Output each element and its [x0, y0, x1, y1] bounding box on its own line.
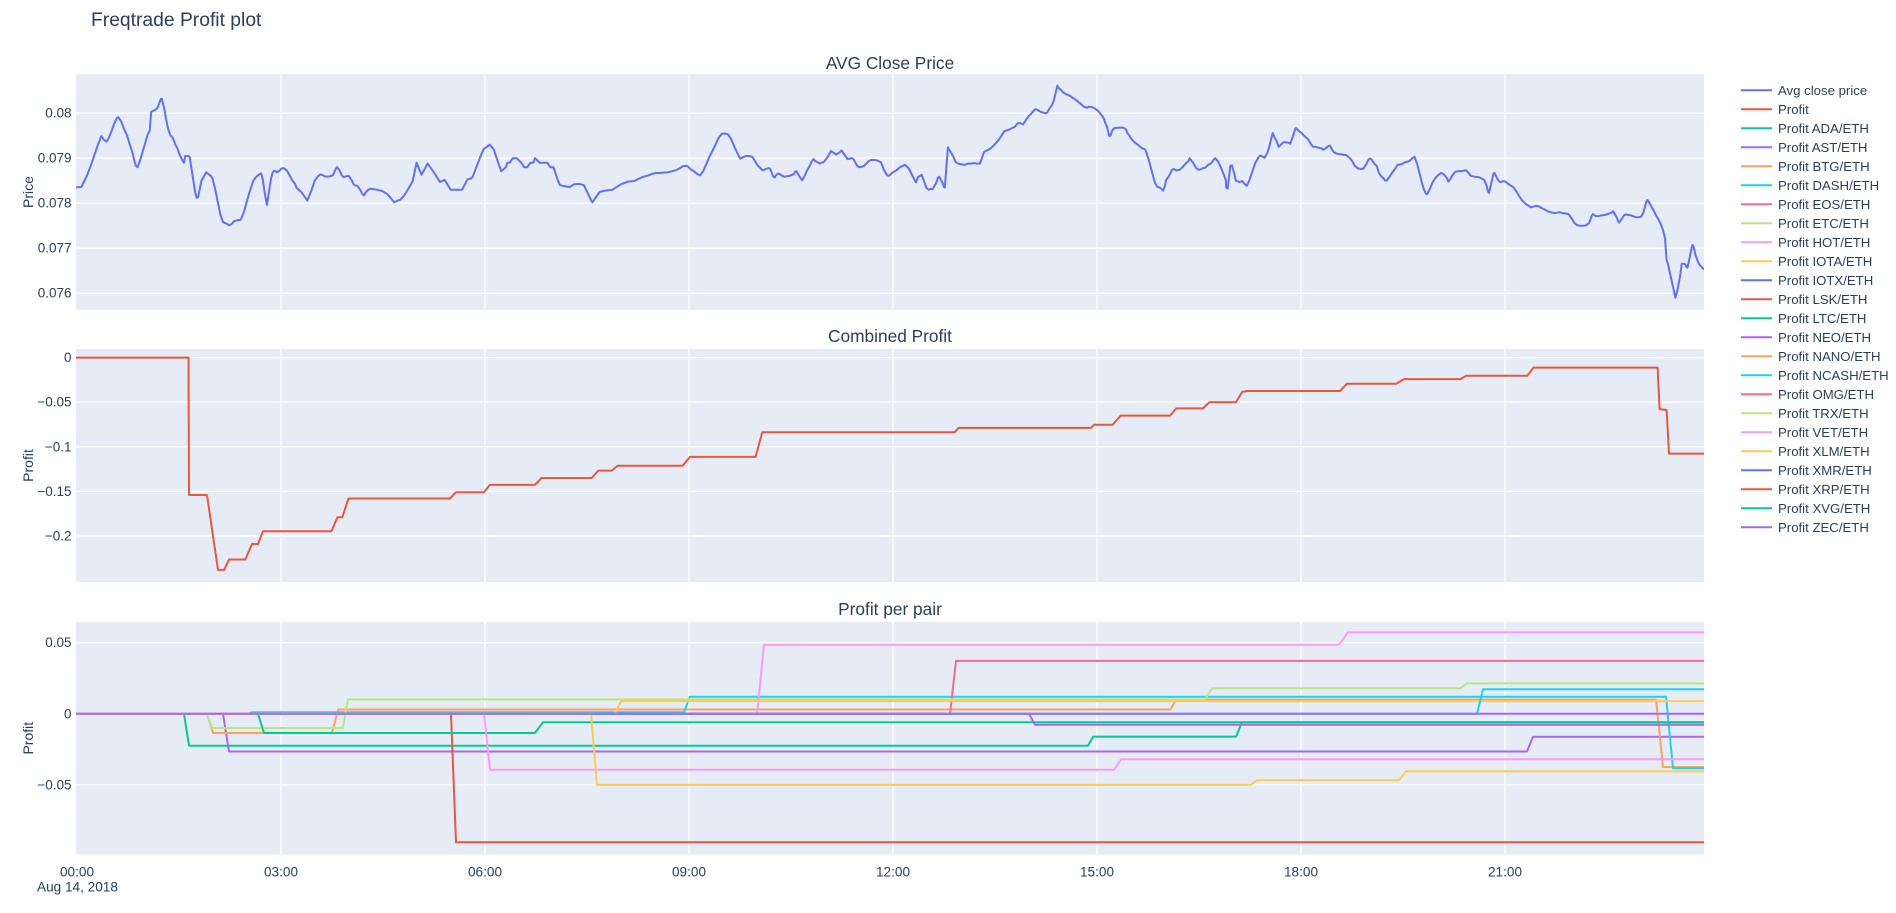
svg-text:09:00: 09:00 [672, 865, 706, 880]
svg-text:Avg close price: Avg close price [1778, 83, 1867, 98]
svg-text:Profit DASH/ETH: Profit DASH/ETH [1778, 178, 1879, 193]
svg-text:Aug 14, 2018: Aug 14, 2018 [37, 880, 118, 895]
svg-text:Profit NEO/ETH: Profit NEO/ETH [1778, 330, 1871, 345]
svg-text:18:00: 18:00 [1284, 865, 1318, 880]
svg-text:00:00: 00:00 [60, 865, 94, 880]
svg-text:Profit HOT/ETH: Profit HOT/ETH [1778, 235, 1870, 250]
svg-text:−0.05: −0.05 [37, 395, 71, 410]
svg-text:12:00: 12:00 [876, 865, 910, 880]
svg-text:Profit XVG/ETH: Profit XVG/ETH [1778, 501, 1870, 516]
svg-text:Profit ETC/ETH: Profit ETC/ETH [1778, 216, 1869, 231]
svg-text:Profit EOS/ETH: Profit EOS/ETH [1778, 197, 1870, 212]
svg-text:0.05: 0.05 [45, 635, 71, 650]
svg-text:−0.05: −0.05 [37, 777, 71, 792]
svg-text:21:00: 21:00 [1488, 865, 1522, 880]
svg-text:Profit BTG/ETH: Profit BTG/ETH [1778, 159, 1870, 174]
svg-text:Profit TRX/ETH: Profit TRX/ETH [1778, 406, 1869, 421]
svg-text:0.077: 0.077 [38, 241, 72, 256]
svg-text:Freqtrade Profit plot: Freqtrade Profit plot [91, 10, 262, 31]
svg-text:Profit per pair: Profit per pair [838, 599, 942, 619]
svg-text:15:00: 15:00 [1080, 865, 1114, 880]
svg-text:03:00: 03:00 [264, 865, 298, 880]
svg-text:Profit VET/ETH: Profit VET/ETH [1778, 425, 1868, 440]
svg-text:Profit IOTX/ETH: Profit IOTX/ETH [1778, 273, 1873, 288]
svg-text:0: 0 [64, 350, 72, 365]
svg-text:Profit NCASH/ETH: Profit NCASH/ETH [1778, 368, 1889, 383]
svg-text:Profit LSK/ETH: Profit LSK/ETH [1778, 292, 1867, 307]
svg-text:Profit IOTA/ETH: Profit IOTA/ETH [1778, 254, 1872, 269]
svg-text:Profit NANO/ETH: Profit NANO/ETH [1778, 349, 1881, 364]
svg-text:−0.1: −0.1 [45, 439, 72, 454]
svg-text:0.079: 0.079 [38, 151, 72, 166]
svg-text:Profit: Profit [20, 722, 36, 755]
svg-text:Profit XRP/ETH: Profit XRP/ETH [1778, 482, 1870, 497]
svg-text:Profit ZEC/ETH: Profit ZEC/ETH [1778, 520, 1869, 535]
svg-text:Profit: Profit [1778, 102, 1809, 117]
svg-text:AVG Close Price: AVG Close Price [826, 53, 954, 73]
svg-text:Price: Price [20, 176, 36, 208]
svg-text:Profit AST/ETH: Profit AST/ETH [1778, 140, 1867, 155]
svg-text:Profit XLM/ETH: Profit XLM/ETH [1778, 444, 1870, 459]
svg-text:Profit LTC/ETH: Profit LTC/ETH [1778, 311, 1866, 326]
svg-text:Profit XMR/ETH: Profit XMR/ETH [1778, 463, 1872, 478]
svg-text:0: 0 [64, 706, 72, 721]
svg-text:Profit OMG/ETH: Profit OMG/ETH [1778, 387, 1874, 402]
svg-text:Profit ADA/ETH: Profit ADA/ETH [1778, 121, 1869, 136]
svg-text:−0.2: −0.2 [45, 529, 72, 544]
svg-text:0.078: 0.078 [38, 196, 72, 211]
svg-text:Profit: Profit [20, 449, 36, 482]
svg-text:Combined Profit: Combined Profit [828, 326, 952, 346]
svg-text:0.08: 0.08 [45, 106, 71, 121]
svg-text:06:00: 06:00 [468, 865, 502, 880]
svg-text:0.076: 0.076 [38, 286, 72, 301]
svg-text:−0.15: −0.15 [37, 484, 71, 499]
